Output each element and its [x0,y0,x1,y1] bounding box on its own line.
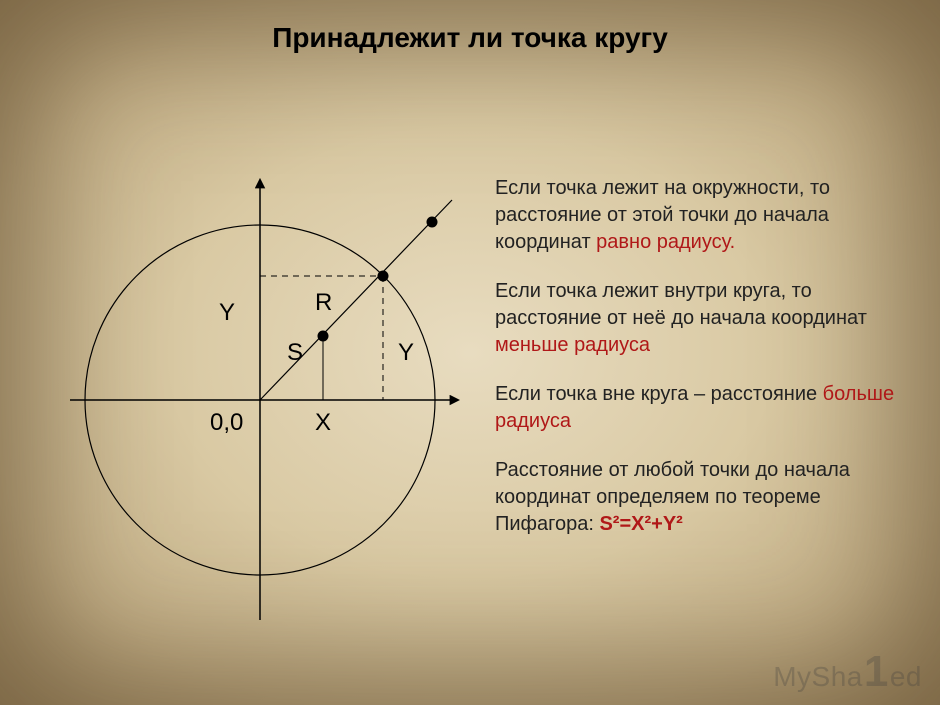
formula: S²=X²+Y² [599,513,682,535]
point-outside [427,217,438,228]
label-y-proj: Y [398,339,414,366]
label-x: X [315,409,331,436]
label-s: S [287,339,303,366]
para-1: Если точка лежит на окружности, то расст… [495,175,895,256]
para-3: Если точка вне круга – расстояние больше… [495,381,895,435]
point-on-circle [378,271,389,282]
diagonal-ray [260,200,452,400]
label-origin: 0,0 [210,409,243,436]
explanation-block: Если точка лежит на окружности, то расст… [495,175,895,560]
circle-diagram: Y R S Y 0,0 X [40,100,470,660]
p3-text: Если точка вне круга – расстояние [495,383,823,405]
label-y-axis: Y [219,299,235,326]
p2-text: Если точка лежит внутри круга, то рассто… [495,280,867,329]
watermark-suffix: ed [890,661,922,692]
page-title: Принадлежит ли точка кругу [0,22,940,54]
para-4: Расстояние от любой точки до начала коор… [495,457,895,538]
watermark: MySha1ed [773,647,922,697]
watermark-prefix: MySha [773,661,863,692]
para-2: Если точка лежит внутри круга, то рассто… [495,278,895,359]
diagram-svg: Y R S Y 0,0 X [40,100,470,660]
watermark-digit: 1 [863,647,890,696]
label-r: R [315,289,332,316]
point-inside [318,331,329,342]
p1-highlight: равно радиусу. [596,231,735,253]
p2-highlight: меньше радиуса [495,334,650,356]
